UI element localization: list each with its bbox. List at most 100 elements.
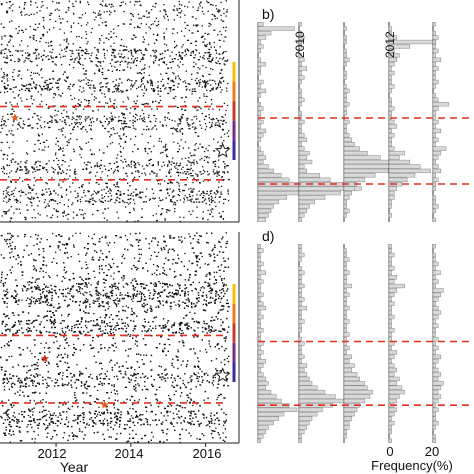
histogram-bar [257, 137, 261, 142]
scatter-point [152, 61, 155, 63]
histogram-bar [257, 164, 269, 169]
histogram-bar [298, 110, 302, 116]
scatter-point [42, 248, 45, 250]
scatter-point [27, 172, 30, 174]
scatter-point [167, 296, 170, 298]
scatter-point [183, 421, 186, 423]
scatter-point [151, 188, 153, 190]
scatter-point [38, 139, 40, 142]
scatter-point [19, 117, 22, 120]
scatter-point [6, 73, 8, 76]
scatter-point [168, 194, 170, 197]
scatter-point [171, 119, 173, 122]
scatter-point [85, 129, 87, 131]
scatter-point [81, 54, 83, 56]
scatter-point [32, 52, 35, 54]
scatter-point [67, 313, 70, 315]
histogram-bar [432, 44, 436, 49]
scatter-point [72, 12, 75, 15]
scatter-point [156, 87, 159, 89]
scatter-point [42, 415, 45, 418]
scatter-point [221, 53, 224, 55]
scatter-point [69, 59, 72, 61]
scatter-point [217, 396, 219, 399]
scatter-point [49, 88, 51, 90]
scatter-point [218, 166, 220, 168]
scatter-point [142, 54, 145, 56]
scatter-point [191, 189, 193, 192]
scatter-point [203, 95, 205, 97]
scatter-point [98, 165, 100, 167]
scatter-point [162, 300, 164, 302]
scatter-point [67, 9, 70, 11]
scatter-point [152, 127, 154, 129]
scatter-point [171, 79, 173, 81]
scatter-point [215, 205, 217, 208]
scatter-point [5, 57, 7, 59]
scatter-point [144, 147, 147, 150]
scatter-point [111, 325, 113, 327]
scatter-point [196, 30, 199, 32]
scatter-point [185, 96, 188, 98]
scatter-point [165, 87, 167, 89]
scatter-point [192, 201, 195, 203]
scatter-point [148, 12, 150, 15]
scatter-point [0, 125, 2, 127]
scatter-point [38, 169, 40, 171]
scatter-point [206, 157, 208, 159]
scatter-point [90, 138, 93, 140]
scatter-point [178, 55, 181, 57]
scatter-point [109, 189, 111, 191]
scatter-point [8, 130, 10, 132]
scatter-point [106, 219, 108, 221]
scatter-point [16, 201, 18, 204]
scatter-point [177, 349, 179, 351]
scatter-point [120, 145, 122, 147]
scatter-point [198, 190, 200, 192]
scatter-point [174, 204, 177, 206]
scatter-point [18, 30, 20, 32]
scatter-point [168, 172, 170, 174]
scatter-point [87, 79, 89, 81]
scatter-point [193, 122, 195, 124]
scatter-point [18, 94, 20, 96]
scatter-point [184, 49, 186, 51]
scatter-point [210, 211, 213, 213]
scatter-point [210, 24, 212, 26]
scatter-point [118, 78, 121, 80]
scatter-point [89, 162, 91, 164]
scatter-point [19, 201, 21, 203]
scatter-point [163, 15, 165, 17]
histogram-bar [343, 190, 353, 196]
scatter-point [57, 88, 60, 91]
scatter-point [78, 99, 80, 101]
scatter-point [27, 192, 30, 194]
scatter-point [215, 8, 218, 10]
scatter-point [192, 6, 194, 8]
scatter-point [210, 46, 212, 48]
scatter-point [116, 157, 118, 159]
scatter-point [115, 161, 118, 163]
scatter-point [8, 195, 11, 197]
scatter-point [215, 83, 217, 85]
scatter-point [194, 126, 196, 128]
scatter-point [113, 85, 116, 88]
scatter-point [108, 122, 110, 124]
histogram-bar [257, 106, 264, 111]
scatter-point [107, 349, 109, 352]
scatter-point [113, 128, 115, 130]
scatter-point [173, 73, 175, 75]
scatter-point [141, 57, 144, 59]
scatter-point [226, 147, 229, 149]
scatter-point [32, 265, 35, 267]
scatter-point [134, 108, 137, 110]
scatter-point [60, 195, 63, 197]
scatter-point [127, 98, 130, 100]
scatter-point [184, 80, 186, 82]
scatter-point [140, 58, 143, 61]
histogram-bar [432, 62, 436, 67]
scatter-point [72, 85, 74, 87]
scatter-point [113, 262, 115, 265]
scatter-point [57, 159, 60, 162]
scatter-point [23, 84, 25, 87]
